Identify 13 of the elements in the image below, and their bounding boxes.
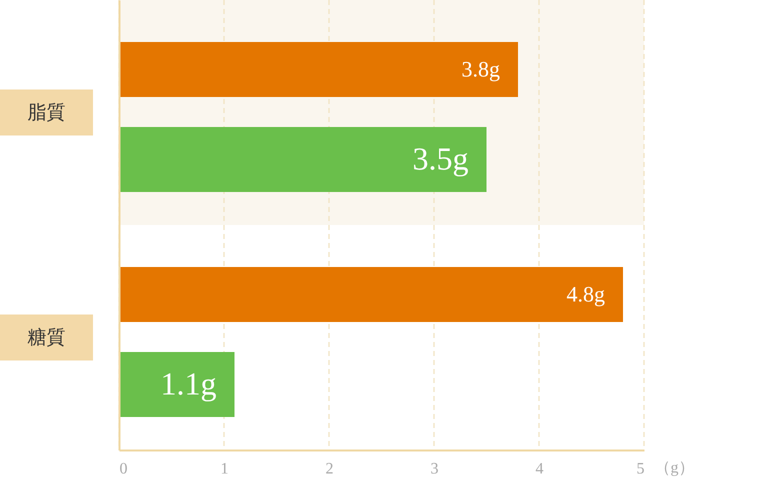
x-tick-label: 3 xyxy=(430,460,438,478)
data-label: 1.1g xyxy=(160,366,216,402)
x-tick-label: 2 xyxy=(326,460,334,478)
data-label: 3.5g xyxy=(412,140,468,176)
y-tick-label: 脂質 xyxy=(28,102,66,124)
x-axis-title: （g） xyxy=(654,460,694,476)
data-label: 3.8g xyxy=(462,56,500,82)
x-tick-label: 5 xyxy=(636,460,644,478)
x-tick-label: 4 xyxy=(536,460,544,478)
x-tick-label: 1 xyxy=(220,460,228,478)
y-tick-label: 糖質 xyxy=(28,326,66,348)
data-label: 4.8g xyxy=(566,282,605,306)
x-tick-label: 0 xyxy=(120,460,128,478)
